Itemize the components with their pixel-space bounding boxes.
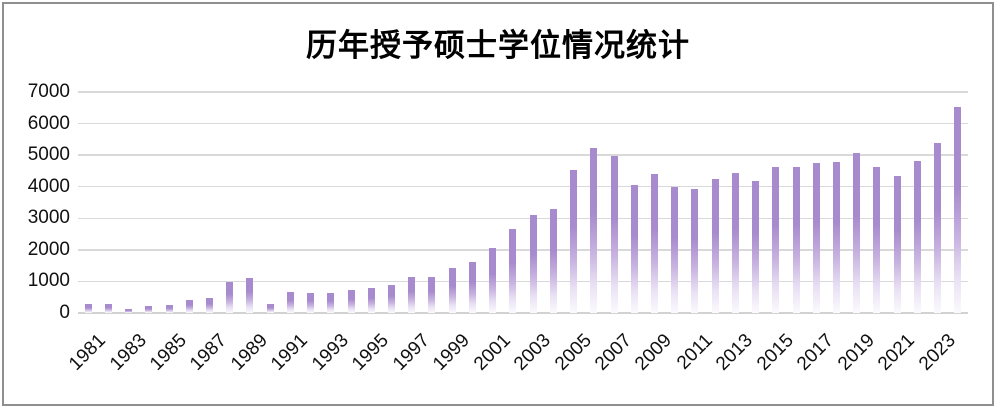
y-axis-tick-label: 1000 [27, 270, 70, 292]
bar-1985 [165, 305, 173, 313]
bar-1995 [367, 287, 375, 313]
bar-1999 [448, 267, 456, 313]
bar-2012 [711, 178, 719, 313]
bar-2023 [934, 142, 942, 313]
bar-2010 [671, 186, 679, 313]
bar-1984 [145, 306, 153, 313]
bar-2021 [893, 175, 901, 313]
bar-2008 [630, 184, 638, 313]
gridline [78, 185, 968, 188]
bar-2019 [853, 153, 861, 313]
gridline [78, 91, 968, 93]
bar-2024 [954, 107, 962, 313]
bar-2001 [489, 247, 497, 313]
gridline [78, 122, 968, 125]
bar-2005 [570, 169, 578, 313]
bar-2013 [731, 173, 739, 313]
bar-2009 [650, 174, 658, 313]
bar-1993 [327, 293, 335, 313]
bar-2014 [752, 181, 760, 313]
gridline [78, 154, 968, 156]
bar-2002 [509, 229, 517, 313]
y-axis-tick-label: 5000 [27, 144, 70, 166]
bar-1998 [428, 277, 436, 313]
bar-1987 [205, 297, 213, 313]
y-axis-tick-label: 7000 [27, 81, 70, 102]
bar-1981 [84, 304, 92, 313]
gridline [78, 280, 968, 283]
bar-1990 [266, 303, 274, 313]
bar-2022 [913, 161, 921, 313]
bar-2011 [691, 189, 699, 313]
bar-1986 [185, 299, 193, 313]
bar-2018 [833, 162, 841, 313]
bar-2004 [549, 208, 557, 313]
y-axis-tick-label: 3000 [27, 207, 70, 229]
bar-1992 [307, 292, 315, 313]
bar-2000 [468, 261, 476, 313]
bar-1994 [347, 289, 355, 313]
bar-2015 [772, 167, 780, 313]
bar-1982 [104, 303, 112, 313]
bar-1991 [286, 291, 294, 313]
bar-2007 [610, 155, 618, 313]
y-axis-tick-label: 0 [59, 302, 70, 323]
bar-2017 [812, 163, 820, 313]
y-axis-tick-label: 4000 [27, 175, 70, 197]
bar-2020 [873, 167, 881, 313]
x-axis-line [78, 312, 968, 314]
chart-title: 历年授予硕士学位情况统计 [306, 28, 690, 63]
bar-2003 [529, 215, 537, 313]
bar-1989 [246, 278, 254, 313]
gridline [78, 249, 968, 251]
gridline [78, 217, 968, 220]
bar-1983 [125, 309, 133, 313]
bar-1997 [408, 277, 416, 313]
bar-2016 [792, 166, 800, 313]
bar-2006 [590, 147, 598, 313]
bar-1988 [226, 282, 234, 313]
bar-1996 [388, 285, 396, 313]
y-axis-tick-label: 6000 [27, 112, 70, 134]
y-axis-tick-label: 2000 [27, 238, 70, 260]
